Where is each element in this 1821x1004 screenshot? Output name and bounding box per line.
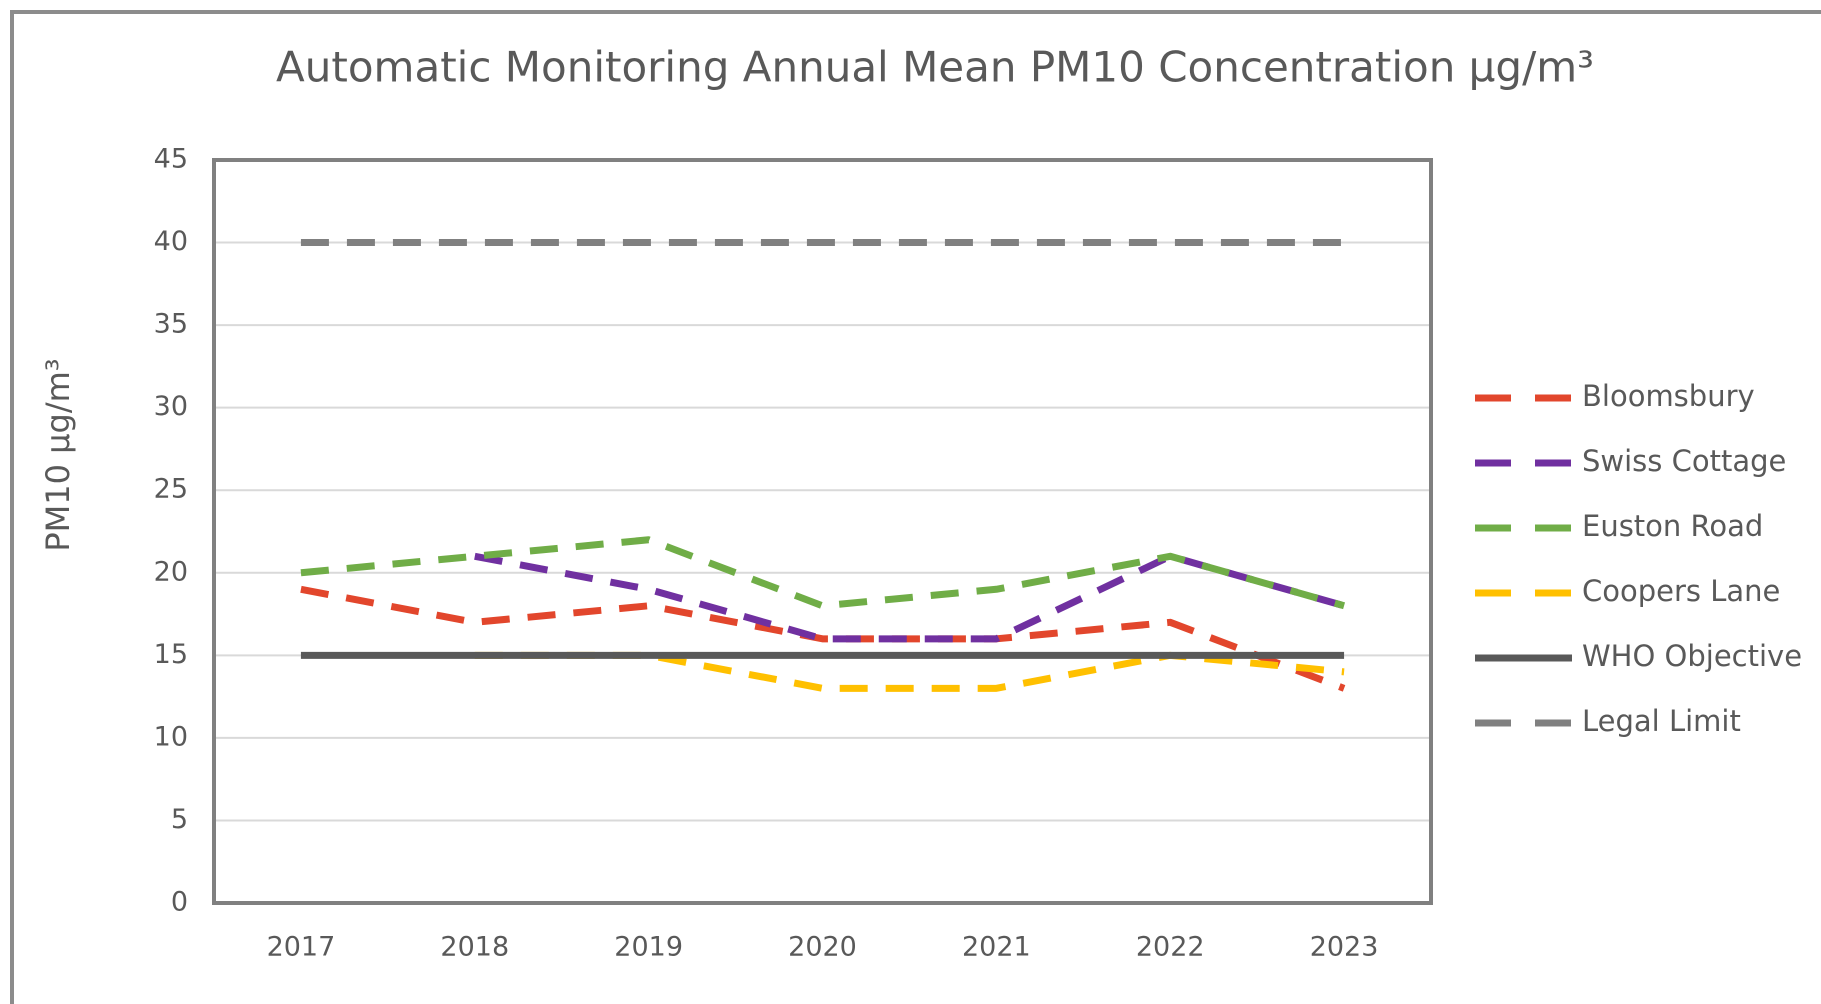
y-tick-label: 10 bbox=[154, 721, 188, 752]
x-tick-label: 2019 bbox=[614, 932, 683, 963]
x-tick-label: 2022 bbox=[1136, 932, 1205, 963]
y-tick-label: 30 bbox=[154, 391, 188, 422]
legend-label: Bloomsbury bbox=[1582, 379, 1755, 413]
x-tick-label: 2021 bbox=[962, 932, 1031, 963]
legend-label: Swiss Cottage bbox=[1582, 444, 1786, 478]
y-tick-label: 0 bbox=[171, 887, 188, 918]
chart-title: Automatic Monitoring Annual Mean PM10 Co… bbox=[276, 43, 1594, 92]
y-tick-label: 35 bbox=[154, 309, 188, 340]
y-tick-label: 45 bbox=[154, 144, 188, 175]
legend-label: Coopers Lane bbox=[1582, 574, 1780, 608]
legend-label: Legal Limit bbox=[1582, 704, 1741, 738]
y-tick-label: 25 bbox=[154, 474, 188, 505]
y-tick-label: 15 bbox=[154, 639, 188, 670]
chart-frame bbox=[10, 10, 1821, 1004]
y-tick-label: 40 bbox=[154, 226, 188, 257]
legend-label: Euston Road bbox=[1582, 509, 1763, 543]
y-axis-label: PM10 µg/m³ bbox=[39, 358, 77, 551]
x-tick-label: 2018 bbox=[440, 932, 509, 963]
y-tick-label: 20 bbox=[154, 556, 188, 587]
x-tick-label: 2023 bbox=[1310, 932, 1379, 963]
y-tick-label: 5 bbox=[171, 804, 188, 835]
series-line bbox=[300, 536, 1346, 610]
series-line bbox=[300, 585, 1346, 692]
x-tick-label: 2017 bbox=[267, 932, 336, 963]
plot-border bbox=[212, 158, 1433, 905]
x-tick-label: 2020 bbox=[788, 932, 857, 963]
series-line bbox=[474, 552, 1346, 643]
legend-label: WHO Objective bbox=[1582, 639, 1802, 673]
